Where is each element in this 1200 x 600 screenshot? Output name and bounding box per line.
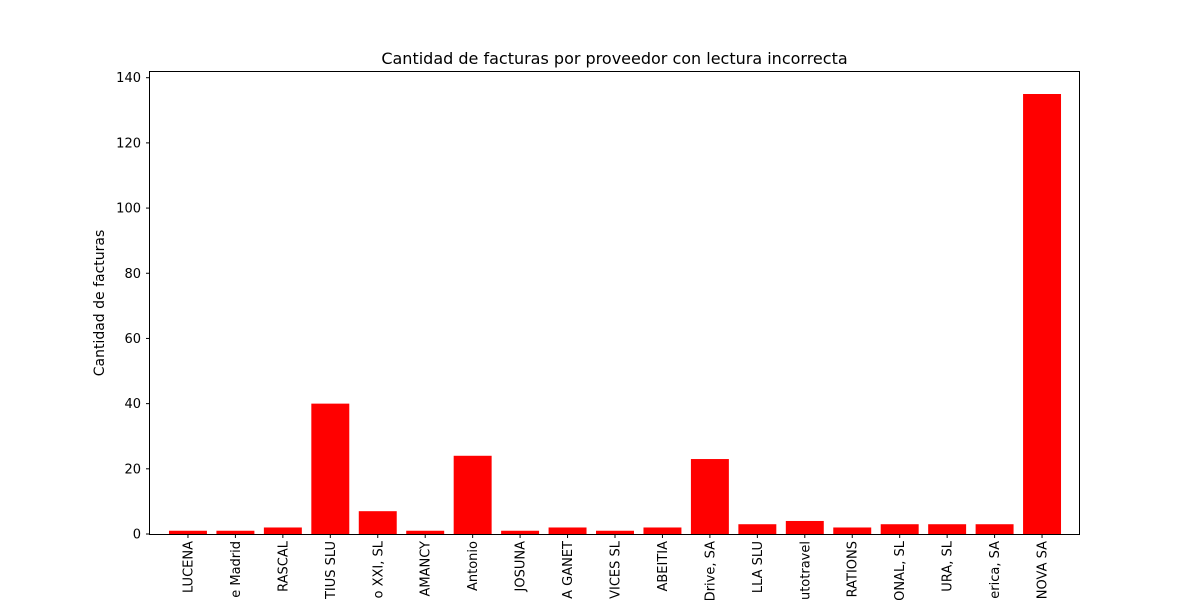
x-tick-label: RATIONS — [846, 541, 861, 597]
x-ticks-group: LUCENA e Madrid RASCAL TIUS SLU o XXI, SL AMA… — [181, 534, 1051, 600]
bar — [928, 524, 967, 534]
bar — [1023, 94, 1062, 534]
bar — [548, 527, 587, 534]
bar — [501, 530, 540, 534]
x-tick-label: ABEITIA — [656, 541, 671, 592]
x-tick-label: RASCAL — [276, 540, 291, 592]
x-tick-label: NOVA SA — [1036, 541, 1051, 599]
bar — [216, 530, 255, 534]
y-tick-label: 120 — [116, 136, 141, 151]
bar — [643, 527, 682, 534]
x-tick-label: TIUS SLU — [324, 541, 339, 600]
x-tick-label: AMANCY — [419, 541, 434, 597]
bar — [833, 527, 872, 534]
bar — [738, 524, 777, 534]
y-ticks-group: 0 20 40 60 80 100 120 140 — [116, 71, 150, 543]
y-tick-label: 40 — [124, 397, 141, 412]
x-tick-label: o XXI, SL — [371, 540, 386, 598]
x-tick-label: Autotravel — [798, 541, 813, 600]
bar — [311, 403, 350, 534]
y-axis-label: Cantidad de facturas — [92, 230, 108, 377]
bar — [690, 459, 729, 534]
y-tick-label: 80 — [124, 267, 141, 282]
bar — [785, 520, 824, 534]
x-tick-label: LUCENA — [181, 541, 196, 593]
bar — [358, 511, 397, 534]
x-tick-label: Drive, SA — [703, 541, 718, 600]
bar — [975, 524, 1014, 534]
bar — [880, 524, 919, 534]
x-tick-label: Antonio — [466, 541, 481, 591]
y-tick-label: 100 — [116, 202, 141, 217]
x-tick-label: ONAL, SL — [893, 540, 908, 600]
x-tick-label: JOSUNA — [514, 541, 529, 593]
bar — [453, 455, 492, 534]
x-tick-label: e Madrid — [229, 541, 244, 598]
chart-title: Cantidad de facturas por proveedor con l… — [381, 49, 847, 68]
x-tick-label: URA, SL — [941, 540, 956, 591]
y-tick-label: 60 — [124, 332, 141, 347]
bar — [596, 530, 634, 534]
plot-frame — [149, 71, 1080, 535]
x-tick-label: A GANET — [561, 541, 576, 599]
x-tick-label: erica, SA — [988, 541, 1003, 599]
bar — [406, 530, 445, 534]
x-tick-label: VICES SL — [609, 540, 624, 599]
bar — [263, 527, 302, 534]
bar — [168, 530, 207, 534]
bars-group — [168, 94, 1062, 534]
y-tick-label: 0 — [133, 528, 141, 543]
x-tick-label: LLA SLU — [751, 541, 766, 593]
y-tick-label: 140 — [116, 71, 141, 86]
y-tick-label: 20 — [124, 462, 141, 477]
